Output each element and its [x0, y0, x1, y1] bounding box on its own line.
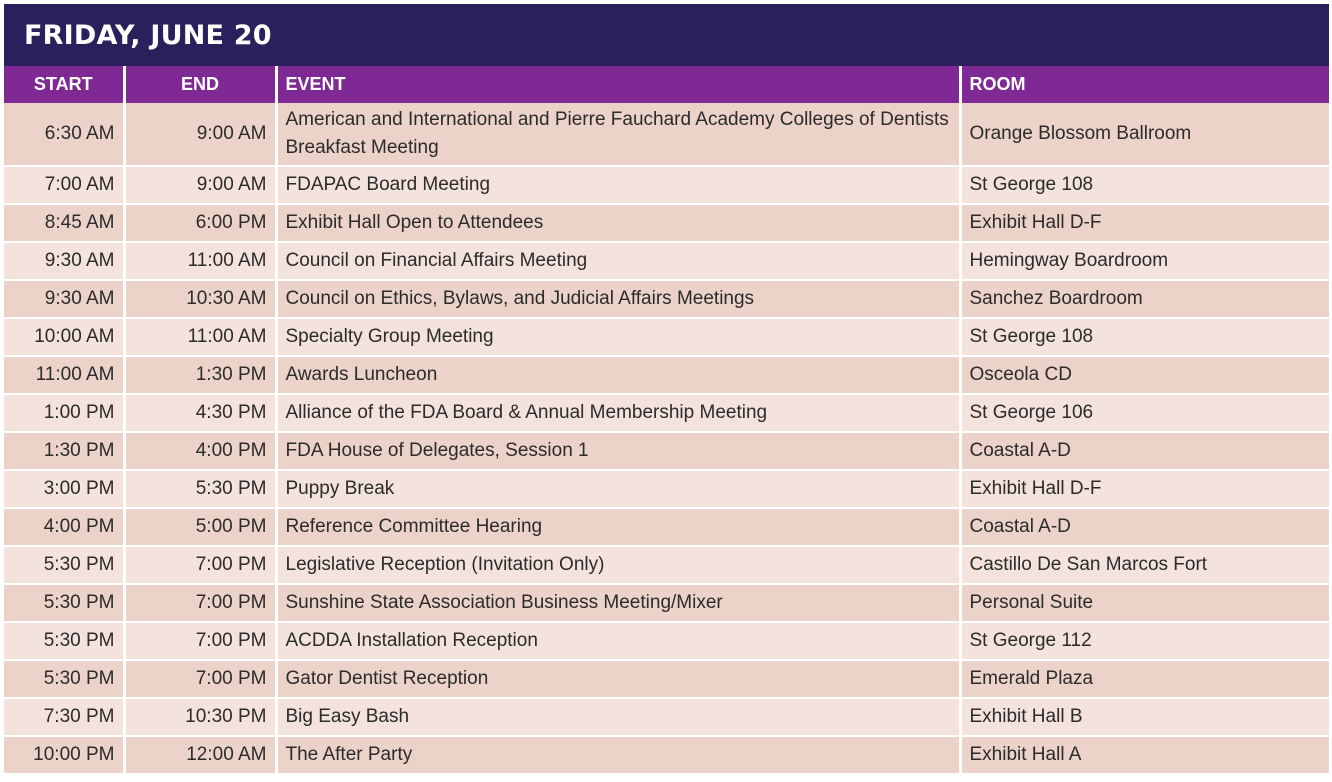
cell-end: 11:00 AM [124, 242, 278, 281]
cell-start: 11:00 AM [4, 356, 126, 395]
cell-event: Specialty Group Meeting [276, 318, 962, 357]
cell-room: Exhibit Hall B [960, 698, 1329, 737]
cell-event: American and International and Pierre Fa… [276, 103, 962, 167]
cell-end: 7:00 PM [124, 546, 278, 585]
schedule-table-container: FRIDAY, JUNE 20 START END EVENT ROOM 6:3… [4, 4, 1329, 775]
cell-start: 5:30 PM [4, 622, 126, 661]
cell-room: St George 106 [960, 394, 1329, 433]
cell-room: Castillo De San Marcos Fort [960, 546, 1329, 585]
cell-event: Alliance of the FDA Board & Annual Membe… [276, 394, 962, 433]
schedule-table: START END EVENT ROOM 6:30 AM 9:00 AM Ame… [4, 66, 1329, 775]
cell-start: 7:30 PM [4, 698, 126, 737]
cell-end: 10:30 PM [124, 698, 278, 737]
cell-end: 7:00 PM [124, 660, 278, 699]
cell-start: 4:00 PM [4, 508, 126, 547]
cell-start: 5:30 PM [4, 546, 126, 585]
cell-start: 7:00 AM [4, 166, 126, 205]
cell-start: 9:30 AM [4, 242, 126, 281]
cell-room: St George 112 [960, 622, 1329, 661]
cell-start: 1:30 PM [4, 432, 126, 471]
cell-end: 9:00 AM [124, 166, 278, 205]
table-row: 5:30 PM 7:00 PM Sunshine State Associati… [4, 584, 1329, 623]
cell-room: St George 108 [960, 166, 1329, 205]
cell-start: 6:30 AM [4, 103, 126, 167]
cell-room: Exhibit Hall D-F [960, 204, 1329, 243]
cell-event: FDA House of Delegates, Session 1 [276, 432, 962, 471]
cell-event: Gator Dentist Reception [276, 660, 962, 699]
table-row: 10:00 PM 12:00 AM The After Party Exhibi… [4, 736, 1329, 775]
cell-end: 10:30 AM [124, 280, 278, 319]
cell-end: 6:00 PM [124, 204, 278, 243]
cell-room: Personal Suite [960, 584, 1329, 623]
cell-event: Awards Luncheon [276, 356, 962, 395]
day-title: FRIDAY, JUNE 20 [4, 4, 1329, 66]
cell-room: Coastal A-D [960, 432, 1329, 471]
cell-event: Legislative Reception (Invitation Only) [276, 546, 962, 585]
table-row: 1:30 PM 4:00 PM FDA House of Delegates, … [4, 432, 1329, 471]
cell-end: 7:00 PM [124, 584, 278, 623]
table-row: 4:00 PM 5:00 PM Reference Committee Hear… [4, 508, 1329, 547]
cell-room: Osceola CD [960, 356, 1329, 395]
header-row: START END EVENT ROOM [4, 66, 1329, 103]
cell-room: Hemingway Boardroom [960, 242, 1329, 281]
table-row: 11:00 AM 1:30 PM Awards Luncheon Osceola… [4, 356, 1329, 395]
cell-room: Exhibit Hall A [960, 736, 1329, 775]
cell-end: 4:30 PM [124, 394, 278, 433]
header-room: ROOM [960, 66, 1329, 103]
cell-room: Orange Blossom Ballroom [960, 103, 1329, 167]
cell-end: 9:00 AM [124, 103, 278, 167]
cell-event: The After Party [276, 736, 962, 775]
cell-event: ACDDA Installation Reception [276, 622, 962, 661]
header-event: EVENT [276, 66, 962, 103]
cell-event: Reference Committee Hearing [276, 508, 962, 547]
cell-event: FDAPAC Board Meeting [276, 166, 962, 205]
cell-start: 9:30 AM [4, 280, 126, 319]
cell-end: 5:00 PM [124, 508, 278, 547]
cell-event: Puppy Break [276, 470, 962, 509]
cell-start: 1:00 PM [4, 394, 126, 433]
cell-event: Council on Financial Affairs Meeting [276, 242, 962, 281]
table-row: 9:30 AM 11:00 AM Council on Financial Af… [4, 242, 1329, 281]
cell-end: 5:30 PM [124, 470, 278, 509]
table-row: 8:45 AM 6:00 PM Exhibit Hall Open to Att… [4, 204, 1329, 243]
cell-room: Coastal A-D [960, 508, 1329, 547]
cell-room: Sanchez Boardroom [960, 280, 1329, 319]
cell-end: 4:00 PM [124, 432, 278, 471]
cell-end: 11:00 AM [124, 318, 278, 357]
header-end: END [124, 66, 278, 103]
cell-end: 7:00 PM [124, 622, 278, 661]
table-row: 9:30 AM 10:30 AM Council on Ethics, Byla… [4, 280, 1329, 319]
cell-start: 10:00 PM [4, 736, 126, 775]
cell-event: Big Easy Bash [276, 698, 962, 737]
table-row: 1:00 PM 4:30 PM Alliance of the FDA Boar… [4, 394, 1329, 433]
cell-start: 3:00 PM [4, 470, 126, 509]
cell-room: St George 108 [960, 318, 1329, 357]
cell-event: Sunshine State Association Business Meet… [276, 584, 962, 623]
cell-end: 12:00 AM [124, 736, 278, 775]
table-row: 5:30 PM 7:00 PM ACDDA Installation Recep… [4, 622, 1329, 661]
header-start: START [4, 66, 126, 103]
cell-event: Council on Ethics, Bylaws, and Judicial … [276, 280, 962, 319]
table-row: 7:30 PM 10:30 PM Big Easy Bash Exhibit H… [4, 698, 1329, 737]
cell-room: Emerald Plaza [960, 660, 1329, 699]
table-row: 10:00 AM 11:00 AM Specialty Group Meetin… [4, 318, 1329, 357]
table-row: 7:00 AM 9:00 AM FDAPAC Board Meeting St … [4, 166, 1329, 205]
cell-end: 1:30 PM [124, 356, 278, 395]
cell-start: 5:30 PM [4, 584, 126, 623]
cell-room: Exhibit Hall D-F [960, 470, 1329, 509]
cell-start: 10:00 AM [4, 318, 126, 357]
table-row: 6:30 AM 9:00 AM American and Internation… [4, 103, 1329, 167]
cell-start: 8:45 AM [4, 204, 126, 243]
cell-start: 5:30 PM [4, 660, 126, 699]
table-row: 5:30 PM 7:00 PM Gator Dentist Reception … [4, 660, 1329, 699]
cell-event: Exhibit Hall Open to Attendees [276, 204, 962, 243]
table-row: 3:00 PM 5:30 PM Puppy Break Exhibit Hall… [4, 470, 1329, 509]
table-row: 5:30 PM 7:00 PM Legislative Reception (I… [4, 546, 1329, 585]
